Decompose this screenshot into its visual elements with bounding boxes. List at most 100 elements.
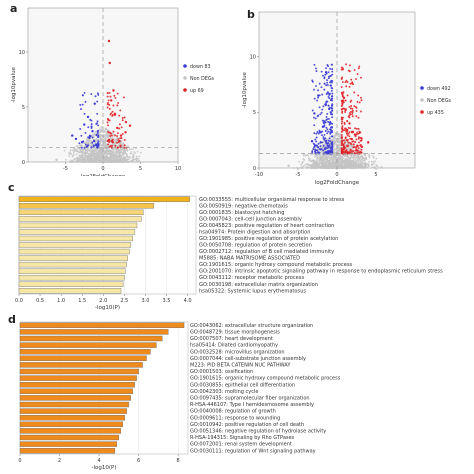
category-label: hsa05414: Dilated cardiomyopathy [190,343,278,349]
data-point [112,89,115,92]
non-deg-point [358,166,361,169]
data-point [110,99,113,102]
legend-entry: Non DEGs [190,76,215,82]
non-deg-point [363,156,365,159]
up-point [111,114,114,116]
non-deg-point [115,140,118,143]
down-point [96,132,99,134]
non-deg-point [114,151,116,154]
non-deg-point [94,149,97,151]
non-deg-point [129,157,131,160]
non-deg-point [351,165,354,168]
non-deg-point [352,148,354,151]
x-tick-label: 2 [58,458,61,464]
down-point [327,120,330,123]
down-point [317,142,320,145]
down-point [331,116,334,119]
up-point [346,119,349,122]
down-point [96,100,99,103]
non-deg-point [105,154,108,157]
x-tick-label: -10 [255,172,263,178]
down-point [322,119,325,122]
down-point [314,138,317,141]
data-point [350,137,354,141]
non-deg-point [363,166,366,169]
x-axis-label: -log10(P) [92,465,117,471]
non-deg-point [99,134,102,136]
down-point [320,86,323,89]
down-point [311,80,314,83]
up-point [110,146,113,149]
non-deg-point [79,147,81,150]
data-point [367,141,370,144]
non-deg-point [86,150,89,153]
non-deg-point [116,160,119,163]
data-point [107,39,111,43]
legend-entry: down 83 [190,64,211,70]
up-point [122,96,125,99]
up-point [340,122,343,125]
up-point [360,148,363,151]
up-point [344,99,347,102]
non-deg-point [95,160,98,162]
down-point [319,144,322,147]
up-point [109,131,112,134]
non-deg-point [333,141,335,144]
data-point [116,126,119,130]
bar [19,375,137,381]
bar [18,229,136,235]
non-deg-point [92,154,95,157]
non-deg-point [335,148,337,151]
non-deg-point [323,140,325,143]
down-point [89,118,92,121]
non-deg-point [323,143,326,146]
up-point [351,115,354,118]
data-point [319,131,322,134]
down-point [317,96,319,99]
non-deg-point [98,161,101,163]
down-point [331,126,333,128]
non-deg-point [328,164,331,167]
non-deg-point [362,152,365,155]
bar [19,421,123,428]
down-point [325,126,328,129]
up-point [114,96,117,99]
down-point [314,150,316,153]
non-deg-point [87,148,90,151]
data-point [110,153,114,156]
up-point [357,137,360,140]
category-label: M5885: NABA MATRISOME ASSOCIATED [199,256,300,262]
non-deg-point [86,159,89,161]
non-deg-point [89,156,92,159]
non-deg-point [331,155,334,158]
up-point [123,144,126,147]
enrichment-bar-chart-d: GO:0043062: extracellular structure orga… [18,321,341,471]
up-point [345,79,348,82]
non-deg-point [103,130,106,133]
non-deg-point [83,153,86,155]
volcano-plot-b: -10 -5 0 5 0 5 10 log2FoldChange -log10pvalue dow… [242,11,452,185]
y-tick-label: 0 [22,160,25,166]
down-point [328,144,331,147]
legend-entry: down 492 [427,86,451,92]
non-deg-point [372,160,375,163]
down-point [87,144,90,147]
down-point [330,150,333,153]
non-deg-point [132,158,135,161]
down-point [315,136,318,139]
down-point [326,118,329,121]
non-deg-point [95,155,98,158]
non-deg-point [116,150,119,153]
category-label: GO:0007507: heart development [190,336,273,342]
down-point [316,151,319,154]
up-point [109,113,112,116]
up-point [351,81,354,84]
deg-cloud [78,91,128,149]
non-deg-point [337,144,340,147]
non-deg-point [94,150,97,153]
non-deg-point [73,153,75,156]
bar [19,381,135,388]
up-point [357,136,360,139]
bar [19,335,163,342]
non-deg-point [90,160,93,163]
